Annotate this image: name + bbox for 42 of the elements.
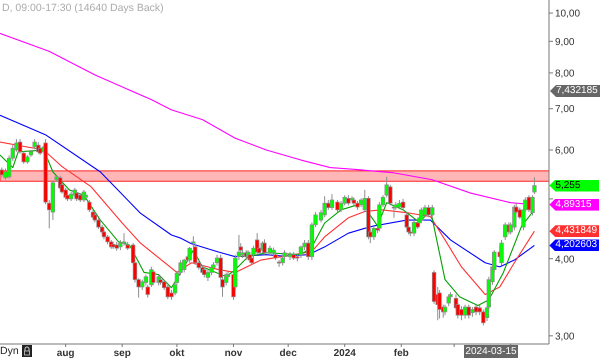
x-tick-label: okt <box>169 348 186 358</box>
x-tick-label: nov <box>224 348 243 358</box>
candlestick <box>532 176 537 195</box>
x-tick-label: 2024 <box>334 348 356 358</box>
candlestick <box>499 239 504 266</box>
candlestick <box>182 258 186 273</box>
x-tick-label: dec <box>280 348 298 358</box>
candlestick <box>481 308 486 326</box>
candlestick <box>530 194 535 216</box>
annotation: 4,431849 <box>549 225 600 238</box>
candlestick <box>430 204 434 218</box>
candlestick <box>122 232 126 246</box>
candlestick <box>470 306 475 318</box>
candlestick <box>206 269 210 282</box>
y-tick-label: 8,00 <box>555 68 575 80</box>
text: 7,432185 <box>550 85 600 97</box>
candlestick <box>32 138 37 150</box>
y-tick-label: 10,00 <box>555 8 580 20</box>
chart-title: D, 09:00-17:30 (14640 Days Back) <box>2 2 164 14</box>
candlestick <box>456 302 460 320</box>
annotation: 5,255 <box>549 180 600 192</box>
candlestick <box>400 198 406 210</box>
candlestick <box>280 254 285 266</box>
x-tick-label: sep <box>114 348 131 358</box>
x-tick-label: feb <box>394 348 409 358</box>
candlestick <box>446 294 451 307</box>
candlestick <box>474 304 478 316</box>
annotation: 4,89315 <box>549 198 600 211</box>
text: Dyn <box>0 345 19 357</box>
x-tick-label: aug <box>56 348 75 358</box>
line-series <box>0 114 535 268</box>
candlestick <box>442 304 448 316</box>
y-tick-label: 6,00 <box>555 146 575 157</box>
candlestick <box>0 167 4 178</box>
candlestick <box>466 304 471 320</box>
y-tick-label: 7,00 <box>555 104 575 116</box>
y-tick-label: 9,00 <box>555 36 575 48</box>
text: 2024-03-15 <box>464 345 518 358</box>
candlestick <box>202 267 206 278</box>
y-tick-label: 3,00 <box>555 331 575 342</box>
annotation: 4,202603 <box>549 239 600 252</box>
y-tick-label: 4,00 <box>555 254 575 266</box>
